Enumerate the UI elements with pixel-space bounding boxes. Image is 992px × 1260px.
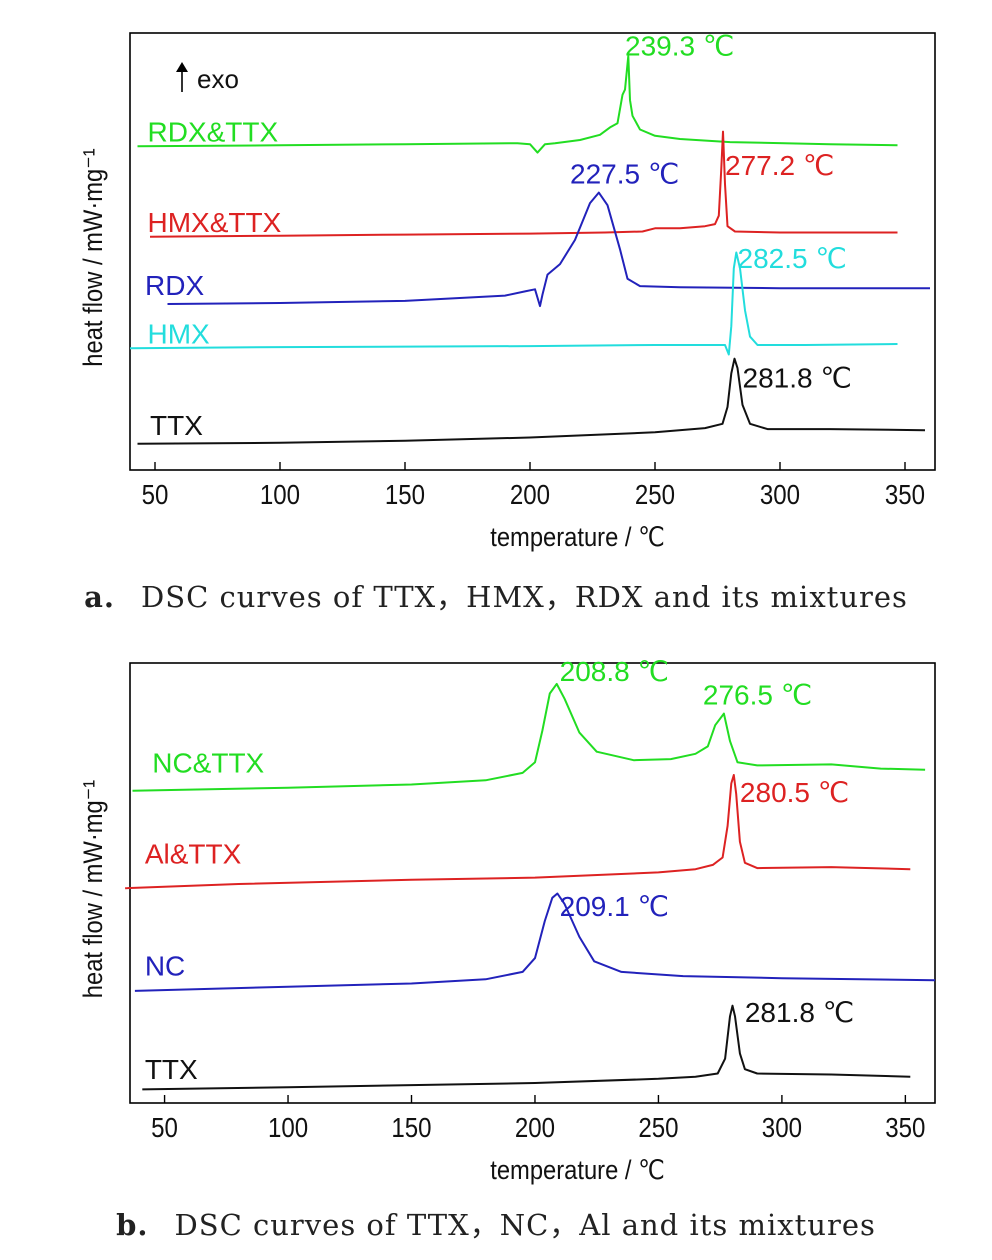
peak-label: 276.5 ℃ bbox=[703, 680, 812, 711]
series-label: Al&TTX bbox=[145, 838, 242, 869]
x-tick-label: 50 bbox=[151, 1111, 178, 1143]
caption-text: DSC curves of TTX，HMX，RDX and its mixtur… bbox=[140, 580, 908, 614]
series-line bbox=[134, 892, 936, 992]
series-line bbox=[137, 357, 926, 445]
chart-panel-b: 50 100 150 200 250 300 350 temperature / ℃ heat … bbox=[0, 630, 992, 1260]
dsc-chart-b: 50 100 150 200 250 300 350 temperature / ℃ heat … bbox=[79, 656, 936, 1186]
series-label: TTX bbox=[145, 1054, 198, 1085]
chart-panel-a: 50 100 150 200 250 300 350 temperature / ℃ heat … bbox=[0, 30, 992, 616]
x-tick-label: 250 bbox=[635, 478, 675, 510]
x-tick-label: 200 bbox=[510, 478, 550, 510]
peak-label: 277.2 ℃ bbox=[725, 150, 834, 181]
peak-label: 208.8 ℃ bbox=[560, 656, 669, 687]
series-label: TTX bbox=[150, 410, 203, 441]
caption-letter: a. bbox=[84, 580, 115, 614]
exo-arrow-head-icon bbox=[176, 62, 188, 72]
series-label: HMX bbox=[148, 318, 211, 349]
caption-text: DSC curves of TTX，NC，Al and its mixtures bbox=[174, 1208, 876, 1242]
x-axis-label: temperature / ℃ bbox=[490, 1156, 665, 1186]
series-label: RDX&TTX bbox=[148, 117, 279, 148]
series-line bbox=[137, 54, 898, 154]
y-axis-label: heat flow / mW·mg⁻¹ bbox=[79, 780, 109, 998]
series-line bbox=[125, 774, 911, 890]
peak-label: 282.5 ℃ bbox=[738, 243, 847, 274]
peak-label: 281.8 ℃ bbox=[745, 997, 854, 1028]
x-tick-label: 150 bbox=[385, 478, 425, 510]
x-tick-label: 150 bbox=[391, 1111, 431, 1143]
x-tick-label: 300 bbox=[760, 478, 800, 510]
peak-label: 239.3 ℃ bbox=[625, 30, 734, 61]
series-line bbox=[149, 130, 898, 238]
series-line bbox=[142, 1004, 911, 1091]
series-line bbox=[132, 682, 926, 792]
dsc-chart-a: 50 100 150 200 250 300 350 temperature / ℃ heat … bbox=[79, 30, 936, 553]
x-tick-label: 50 bbox=[142, 478, 169, 510]
peak-label: 281.8 ℃ bbox=[743, 363, 852, 394]
peak-label: 209.1 ℃ bbox=[560, 891, 669, 922]
peak-label: 280.5 ℃ bbox=[740, 777, 849, 808]
x-tick-label: 350 bbox=[885, 1111, 925, 1143]
caption-letter: b. bbox=[116, 1208, 149, 1242]
plot-frame bbox=[129, 662, 936, 1104]
peak-label: 227.5 ℃ bbox=[570, 159, 679, 190]
exo-label: exo bbox=[197, 64, 239, 94]
plot-frame bbox=[129, 32, 936, 471]
x-tick-label: 350 bbox=[885, 478, 925, 510]
chart-caption-b: b. DSC curves of TTX，NC，Al and its mixtur… bbox=[0, 1202, 992, 1244]
x-tick-label: 300 bbox=[762, 1111, 802, 1143]
y-axis-label: heat flow / mW·mg⁻¹ bbox=[79, 148, 109, 366]
x-tick-label: 250 bbox=[638, 1111, 678, 1143]
x-tick-label: 100 bbox=[268, 1111, 308, 1143]
chart-caption-a: a. DSC curves of TTX，HMX，RDX and its mixt… bbox=[0, 574, 992, 616]
series-label: NC&TTX bbox=[152, 747, 264, 778]
series-label: NC bbox=[145, 951, 185, 982]
x-tick-label: 200 bbox=[515, 1111, 555, 1143]
x-axis-label: temperature / ℃ bbox=[490, 523, 665, 553]
series-line bbox=[167, 191, 930, 308]
x-tick-label: 100 bbox=[260, 478, 300, 510]
series-line bbox=[129, 251, 898, 356]
series-label: RDX bbox=[145, 270, 204, 301]
series-label: HMX&TTX bbox=[148, 207, 282, 238]
